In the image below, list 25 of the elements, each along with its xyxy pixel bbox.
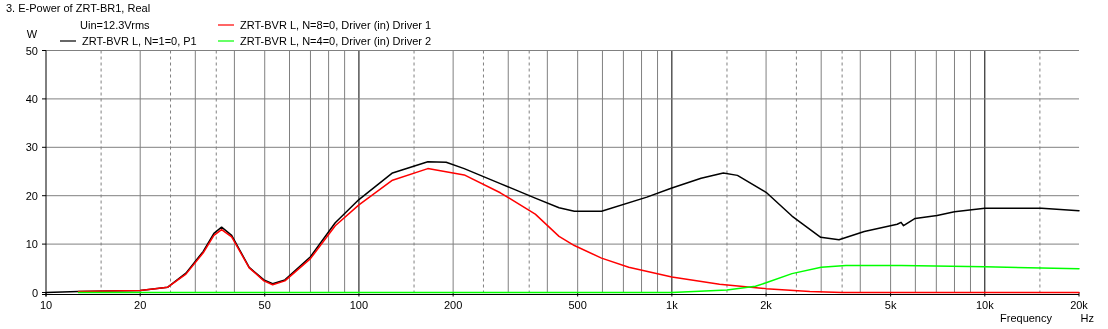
x-tick-label: 50 (258, 298, 271, 311)
x-tick-label: 10 (39, 298, 53, 311)
chart-title: 3. E-Power of ZRT-BR1, Real (6, 2, 151, 14)
text: Uin=12.3Vrms (80, 19, 151, 31)
text: Hz (1080, 312, 1094, 324)
x-tick-label: 10k (975, 298, 995, 311)
x-tick-label: 200 (443, 298, 463, 311)
y-tick-label: 10 (25, 238, 38, 251)
y-tick-label: 30 (25, 141, 38, 154)
x-tick-label: 2k (760, 298, 773, 311)
x-tick-label: 20 (134, 298, 147, 311)
y-tick-label: 50 (25, 44, 38, 57)
x-axis-title: Frequency (1000, 312, 1053, 324)
x-tick-label: 1k (666, 298, 679, 311)
x-tick-label: 20k (1070, 298, 1089, 311)
y-tick-label: 20 (25, 189, 38, 202)
x-tick-label: 5k (884, 298, 897, 311)
legend-label: ZRT-BVR L, N=8=0, Driver (in) Driver 1 (240, 19, 432, 31)
y-axis-title: W (26, 28, 38, 40)
legend-label: ZRT-BVR L, N=4=0, Driver (in) Driver 2 (240, 35, 432, 47)
x-tick-label: 100 (349, 298, 369, 311)
x-tick-label: 500 (568, 298, 587, 311)
legend-label: ZRT-BVR L, N=1=0, P1 (82, 35, 197, 47)
y-tick-label: 0 (31, 286, 38, 299)
y-tick-label: 40 (25, 92, 38, 105)
